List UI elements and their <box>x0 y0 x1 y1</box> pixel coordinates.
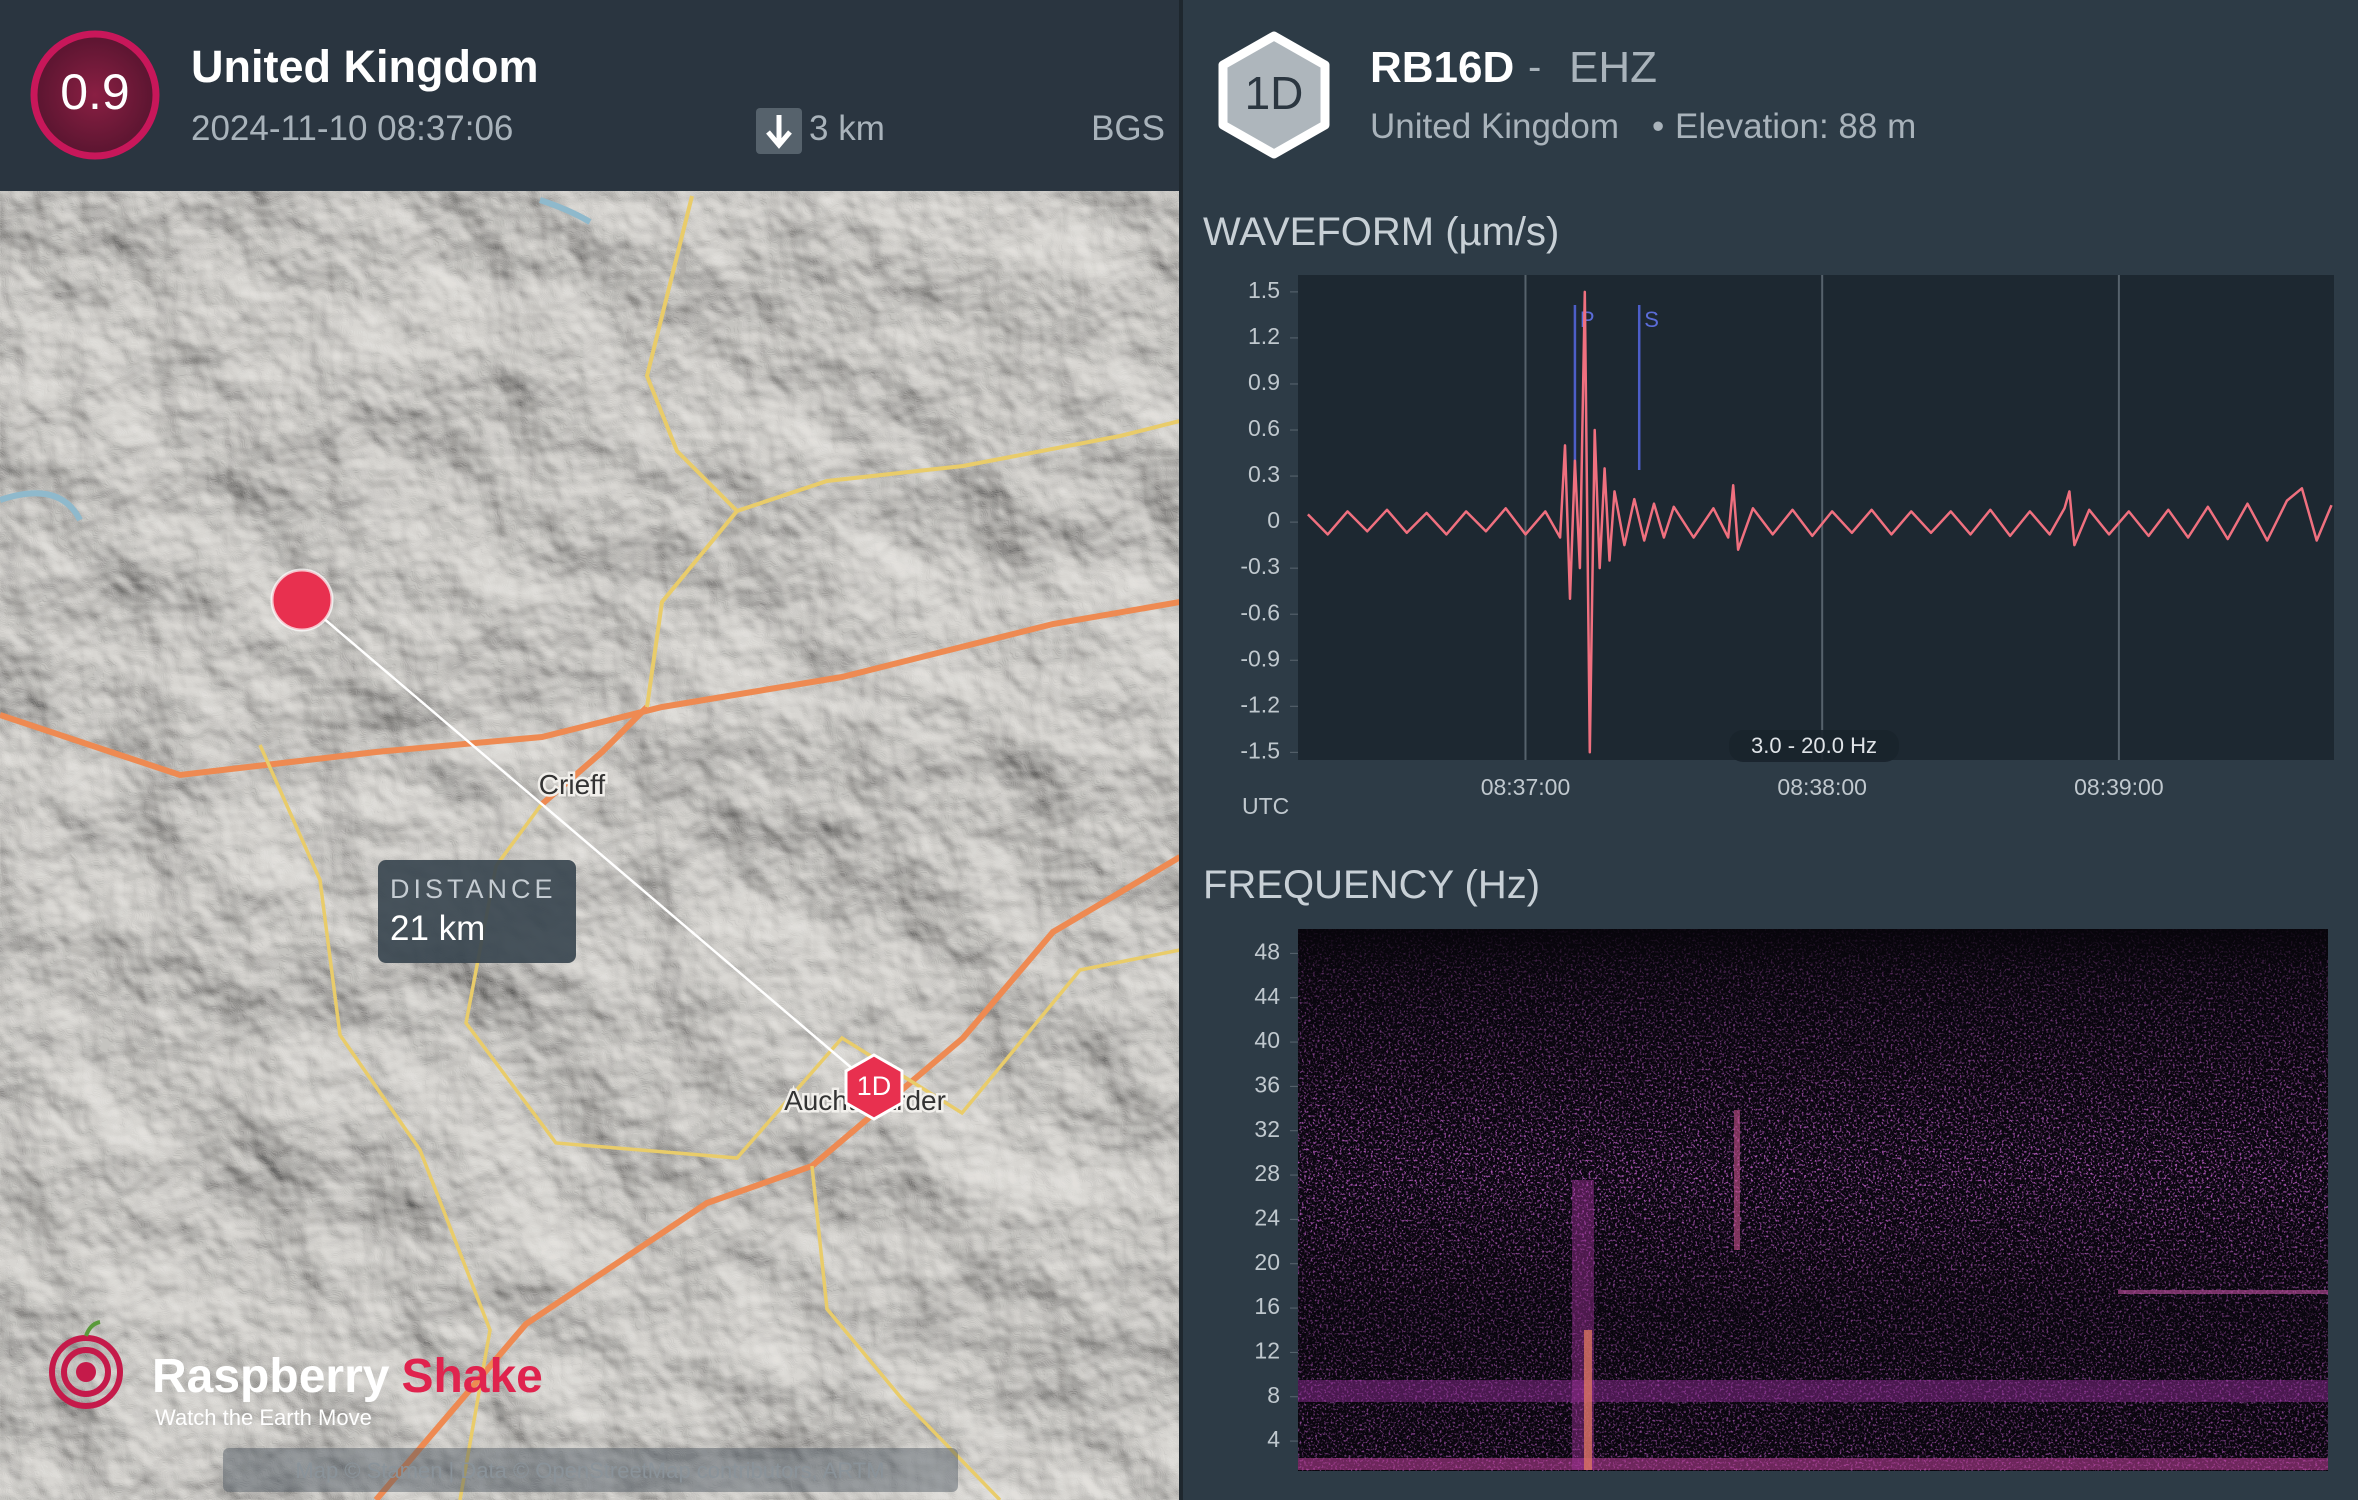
brand-tagline: Watch the Earth Move <box>155 1405 372 1430</box>
distance-value: 21 km <box>390 909 485 948</box>
road <box>736 419 1180 513</box>
brand-name-main: Raspberry <box>152 1350 390 1403</box>
station-marker[interactable] <box>844 1053 904 1121</box>
y-tick-label: -0.9 <box>1240 645 1280 671</box>
station-badge <box>1218 31 1330 159</box>
y-tick-label: 0.6 <box>1248 415 1280 441</box>
x-axis-label: UTC <box>1242 793 1289 819</box>
water <box>0 197 592 522</box>
y-tick-label: 0 <box>1267 507 1280 533</box>
spectrogram-band <box>2118 1290 2328 1294</box>
y-tick-label: 1.5 <box>1248 277 1280 303</box>
depth-arrow <box>766 115 792 149</box>
y-tick-label: 0.9 <box>1248 369 1280 395</box>
spectrogram-event <box>1734 1110 1740 1250</box>
waveform-chart: 1.5 1.2 0.9 0.6 0.3 0 -0.3 -0.6 -0.9 -1.2 -1.5 08:3… <box>1240 275 2333 800</box>
x-tick-label: 08:39:00 <box>2074 774 2164 800</box>
distance-box <box>378 860 576 963</box>
event-agency: BGS <box>1091 109 1165 148</box>
y-tick-label: -1.2 <box>1240 691 1280 717</box>
station-code: RB16D <box>1370 43 1514 92</box>
event-depth: 3 km <box>809 109 885 148</box>
y-tick-label: 12 <box>1254 1337 1280 1363</box>
brand-logo <box>49 1320 123 1409</box>
y-tick-label: 48 <box>1254 938 1280 964</box>
filter-label: 3.0 - 20.0 Hz <box>1751 733 1877 758</box>
y-tick-label: 40 <box>1254 1027 1280 1053</box>
y-tick-label: 44 <box>1254 983 1280 1009</box>
event-region: United Kingdom <box>191 41 538 92</box>
filter-badge <box>1729 730 1899 762</box>
event-time: 2024-11-10 08:37:06 <box>191 109 513 148</box>
magnitude: 0.9 <box>60 64 130 120</box>
road <box>0 599 1180 779</box>
spectrogram <box>1298 929 2328 1471</box>
y-tick-label: -0.6 <box>1240 599 1280 625</box>
station-channel: EHZ <box>1569 43 1657 92</box>
plot-area <box>1298 275 2334 760</box>
distance-line <box>301 599 875 1088</box>
trace-clip <box>1307 290 2333 754</box>
chart-title: WAVEFORM (µm/s) <box>1203 210 1559 254</box>
y-tick-label: 1.2 <box>1248 323 1280 349</box>
y-tick-label: -1.5 <box>1240 737 1280 763</box>
spectrogram-event <box>1584 1330 1592 1470</box>
chart-title: FREQUENCY (Hz) <box>1203 863 1540 907</box>
separator: - <box>1528 45 1541 89</box>
event-header <box>0 0 1180 191</box>
place-label: Crieff <box>539 769 606 800</box>
road <box>539 704 650 808</box>
phase-label: S <box>1644 307 1659 332</box>
divider <box>1179 0 1183 1500</box>
station-marker-label: 1D <box>857 1071 892 1101</box>
attribution-box <box>223 1448 958 1492</box>
road <box>810 1165 1002 1500</box>
station-region: United Kingdom <box>1370 107 1619 146</box>
bullet: • <box>1652 107 1664 146</box>
brand-name: Raspberry Shake <box>152 1350 543 1403</box>
y-tick-label: -0.3 <box>1240 553 1280 579</box>
y-tick-label: 0.3 <box>1248 461 1280 487</box>
y-tick-label: 28 <box>1254 1160 1280 1186</box>
y-tick-label: 20 <box>1254 1249 1280 1275</box>
spectrogram-shade <box>1298 929 2328 1471</box>
brand-name-accent: Shake <box>401 1350 542 1403</box>
road <box>644 195 740 708</box>
waveform-line <box>1307 290 2333 754</box>
station-badge-label: 1D <box>1245 67 1304 119</box>
epicenter <box>270 568 334 632</box>
y-tick-label: 36 <box>1254 1071 1280 1097</box>
spectrogram-band <box>1298 1380 2328 1402</box>
y-tick-label: 24 <box>1254 1204 1280 1230</box>
y-tick-label: 32 <box>1254 1116 1280 1142</box>
spectrogram-axis: 48 44 40 36 32 28 24 20 16 12 8 4 <box>1254 938 1298 1452</box>
attribution[interactable]: Map © Stamen | Data © OpenStreetMap cont… <box>295 1458 884 1483</box>
station-elevation: Elevation: 88 m <box>1675 107 1916 146</box>
x-tick-label: 08:37:00 <box>1481 774 1571 800</box>
road <box>258 744 492 1500</box>
map: Crieff Auchterarder 1D DISTANCE 21 km Ra… <box>0 191 1180 1500</box>
magnitude-badge <box>30 30 160 160</box>
y-tick-label: 4 <box>1267 1426 1280 1452</box>
y-tick-label: 16 <box>1254 1293 1280 1319</box>
spectrogram-band <box>1298 1458 2328 1470</box>
x-tick-label: 08:38:00 <box>1777 774 1867 800</box>
distance-label: DISTANCE <box>390 874 557 904</box>
y-tick-label: 8 <box>1267 1382 1280 1408</box>
phase-label: P <box>1580 307 1595 332</box>
